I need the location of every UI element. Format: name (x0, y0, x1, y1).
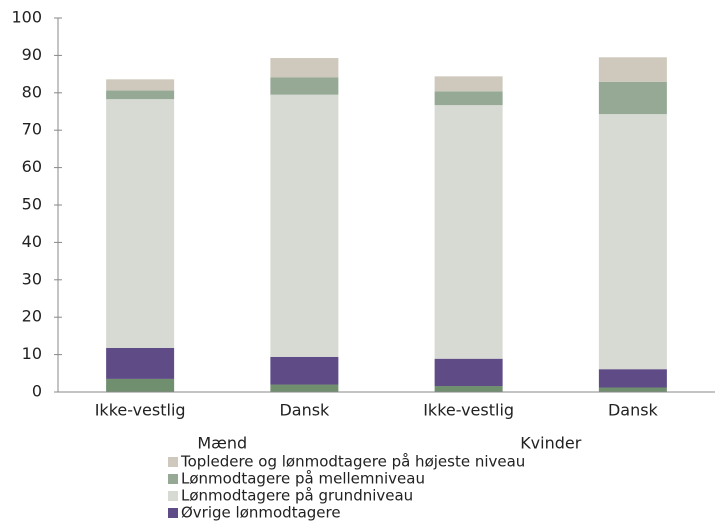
bar-segment (106, 347, 175, 379)
y-tick-label: 10 (22, 344, 42, 363)
bar-segment (106, 99, 175, 348)
bar-segment (434, 386, 503, 392)
y-tick-label: 40 (22, 232, 42, 251)
bar-segment (434, 76, 503, 92)
bar-segment (434, 91, 503, 106)
bar-segment (434, 358, 503, 387)
legend-label: Topledere og lønmodtagere på højeste niv… (180, 453, 525, 471)
legend-swatch (168, 474, 178, 484)
group-label: Mænd (197, 434, 247, 453)
x-tick-label: Dansk (608, 401, 659, 420)
bar-segment (598, 57, 667, 82)
y-tick-label: 70 (22, 120, 42, 139)
legend-swatch (168, 491, 178, 501)
legend-label: Øvrige lønmodtagere (181, 504, 341, 522)
bar-segment (270, 356, 339, 385)
legend-swatch (168, 457, 178, 467)
bar-segment (598, 369, 667, 388)
legend-label: Lønmodtagere på mellemniveau (181, 470, 425, 488)
bar-segment (106, 90, 175, 100)
y-tick-label: 60 (22, 157, 42, 176)
bar-segment (598, 81, 667, 115)
bar-segment (434, 105, 503, 359)
x-tick-label: Ikke-vestlig (95, 401, 186, 420)
y-tick-label: 30 (22, 269, 42, 288)
y-tick-label: 0 (32, 382, 42, 401)
bar-segment (270, 384, 339, 392)
y-tick-label: 20 (22, 307, 42, 326)
bar-segment (106, 79, 175, 91)
x-tick-label: Ikke-vestlig (423, 401, 514, 420)
legend-label: Lønmodtagere på grundniveau (181, 487, 413, 505)
y-tick-label: 90 (22, 45, 42, 64)
y-tick-label: 50 (22, 195, 42, 214)
bar-segment (270, 94, 339, 357)
group-label: Kvinder (520, 434, 582, 453)
y-tick-label: 100 (11, 8, 42, 27)
bar-segment (106, 378, 175, 392)
bar-segment (598, 387, 667, 392)
bar-segment (270, 77, 339, 95)
bar-segment (270, 58, 339, 78)
legend-swatch (168, 508, 178, 518)
x-tick-label: Dansk (279, 401, 330, 420)
bar-segment (598, 114, 667, 370)
y-tick-label: 80 (22, 82, 42, 101)
